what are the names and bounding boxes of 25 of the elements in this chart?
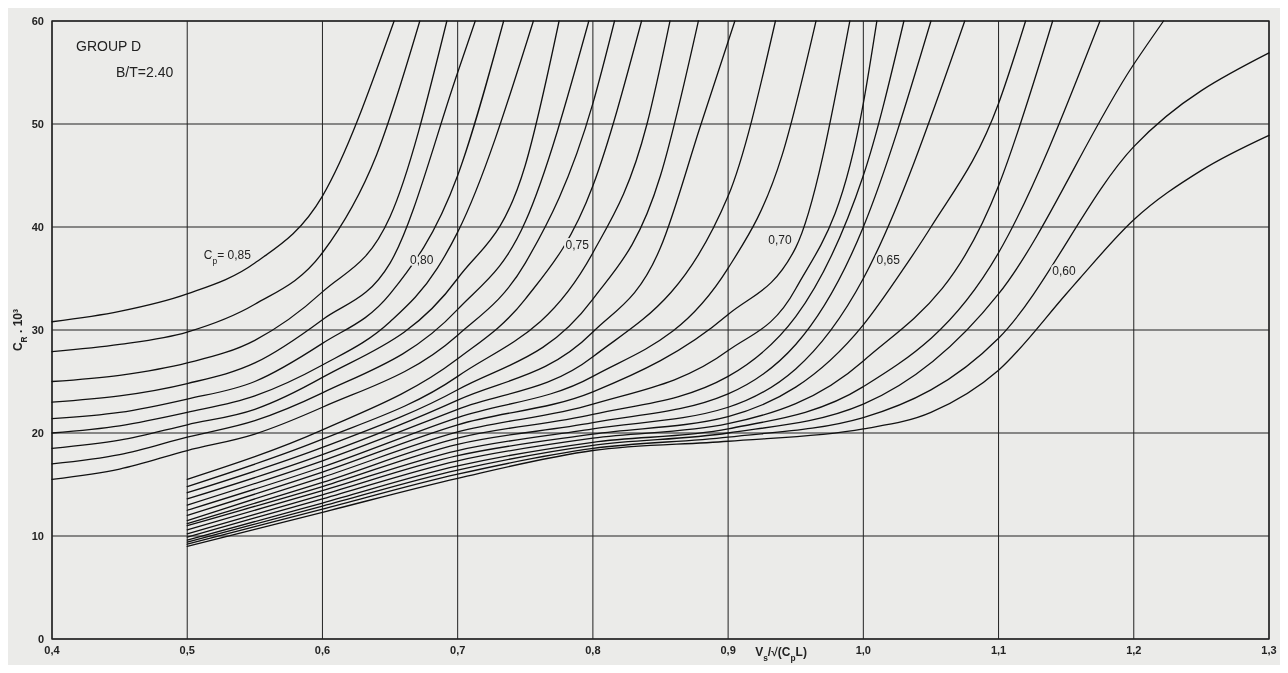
x-tick-label: 0,6 [314, 644, 331, 656]
y-tick-label: 0 [37, 633, 44, 645]
annotation: C$_{p}$= 0,85 [203, 248, 252, 267]
x-tick-label: 0,4 [44, 644, 61, 656]
annotation: B/T=2.40 [116, 64, 174, 80]
y-tick-label: 30 [31, 324, 44, 336]
x-tick-label: 0,7 [450, 644, 466, 656]
x-axis-title: V$_{s}$/√(C$_{p}$L) [755, 645, 807, 663]
x-tick-label: 0,8 [585, 644, 601, 656]
x-tick-label: 1,1 [990, 644, 1007, 656]
annotation: GROUP D [76, 38, 142, 54]
annotation: 0,70 [768, 232, 793, 247]
x-tick-label: 0,5 [179, 644, 195, 656]
x-tick-label: 1,0 [855, 644, 871, 656]
x-tick-label: 1,3 [1261, 644, 1277, 656]
annotation: 0,75 [565, 237, 590, 252]
annotation: 0,65 [876, 253, 901, 268]
y-tick-label: 20 [31, 427, 44, 439]
x-tick-label: 0,9 [720, 644, 736, 656]
annotation: 0,60 [1052, 263, 1077, 278]
y-tick-label: 10 [31, 530, 44, 542]
y-tick-label: 60 [31, 15, 44, 27]
y-tick-label: 50 [31, 118, 44, 130]
x-tick-label: 1,2 [1126, 644, 1142, 656]
y-tick-label: 40 [31, 221, 44, 233]
